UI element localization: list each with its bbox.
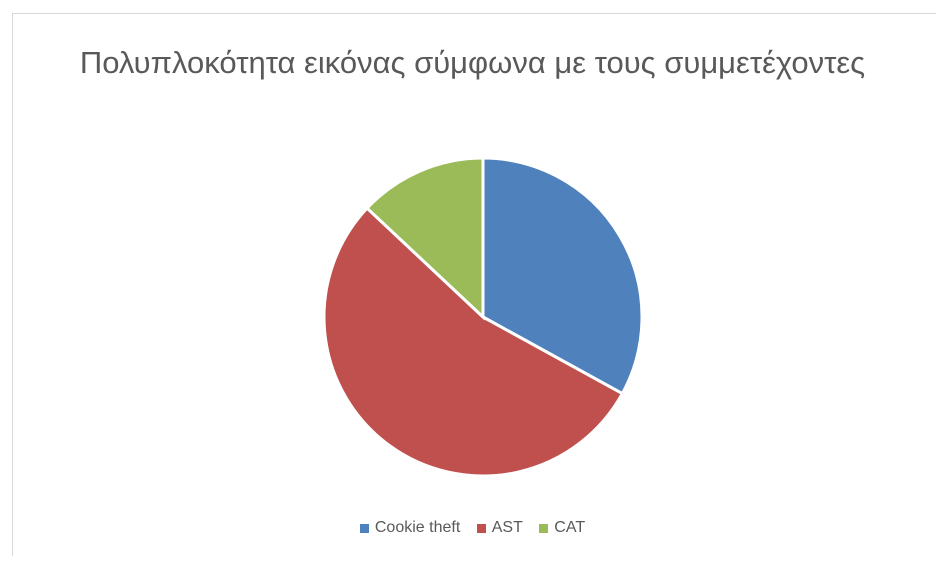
legend-item-cookie-theft: Cookie theft [359,519,461,537]
legend: Cookie theft AST CAT [0,519,945,538]
legend-swatch [359,523,369,533]
legend-swatch [476,523,486,533]
legend-item-cat: CAT [539,519,585,537]
legend-swatch [539,523,549,533]
legend-label: Cookie theft [374,519,461,536]
legend-label: CAT [554,519,586,536]
legend-label: AST [491,519,523,536]
legend-item-ast: AST [476,519,523,537]
pie-slice-cookie-theft [481,156,644,396]
chart-title: Πολυπλοκότητα εικόνας σύμφωνα με τους συ… [79,45,866,80]
pie-slice-cat [364,156,485,321]
pie-slice-ast [322,206,625,478]
